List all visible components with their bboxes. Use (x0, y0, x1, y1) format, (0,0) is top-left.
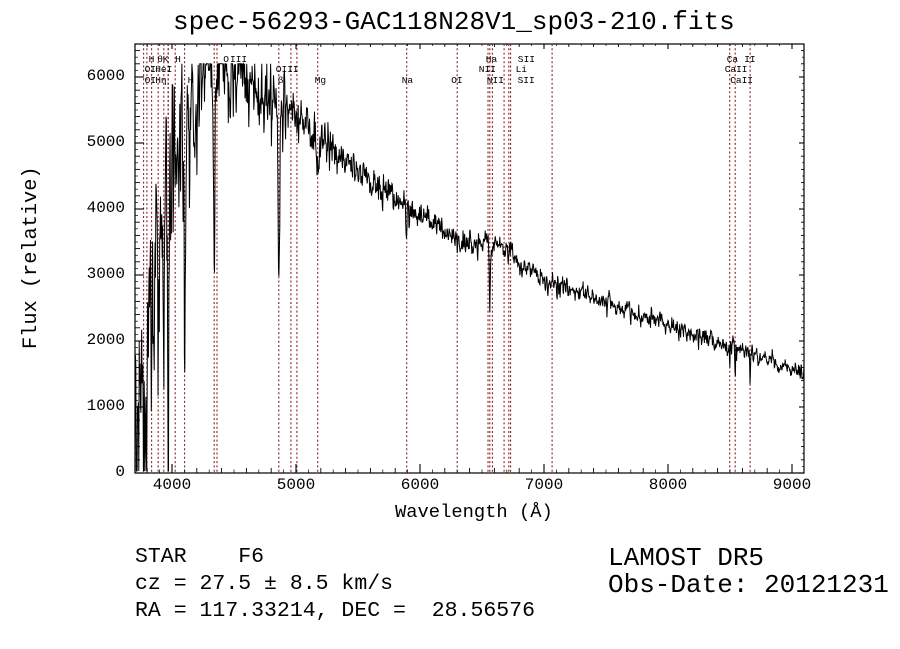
svg-text:III: III (230, 54, 247, 65)
svg-text:Li: Li (516, 64, 528, 75)
svg-text:Hη: Hη (155, 75, 166, 86)
svg-text:HeI: HeI (155, 64, 172, 75)
svg-text:NII: NII (487, 75, 504, 86)
svg-text:H: H (188, 75, 194, 86)
svg-text:CaII: CaII (725, 64, 748, 75)
svg-text:β: β (278, 75, 284, 86)
svg-text:Mg: Mg (315, 75, 326, 86)
svg-text:OI: OI (451, 75, 462, 86)
svg-text:SII: SII (518, 75, 535, 86)
svg-text:O: O (223, 54, 229, 65)
svg-text:NII: NII (479, 64, 496, 75)
svg-text:Na: Na (402, 75, 414, 86)
svg-text:OIII: OIII (276, 64, 299, 75)
svg-text:H: H (175, 54, 181, 65)
svg-text:CaII: CaII (730, 75, 753, 86)
